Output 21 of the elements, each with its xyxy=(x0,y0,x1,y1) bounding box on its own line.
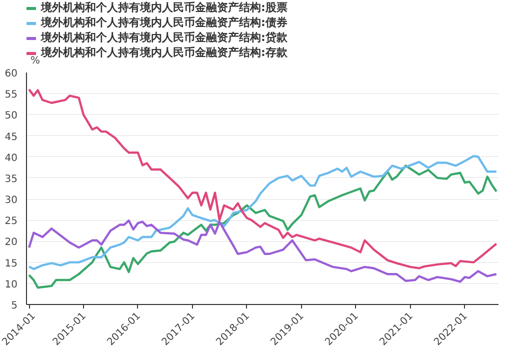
y-tick-label: 30 xyxy=(4,195,18,206)
y-tick-label: 10 xyxy=(4,279,18,290)
y-tick-label: 55 xyxy=(4,90,18,101)
line-series xyxy=(28,219,498,283)
y-tick-label: 20 xyxy=(4,237,18,248)
y-tick-label: 60 xyxy=(4,68,18,80)
y-tick-label: 5 xyxy=(11,300,18,312)
y-tick-label: 25 xyxy=(4,216,18,228)
legend-label: 境外机构和个人持有境内人民币金融资产结构:股票 xyxy=(41,0,288,15)
y-tick-label: 45 xyxy=(4,132,18,143)
y-tick-label: 40 xyxy=(4,152,18,164)
legend-label: 境外机构和个人持有境内人民币金融资产结构:存款 xyxy=(41,45,288,59)
line-series xyxy=(28,154,498,270)
legend-label: 境外机构和个人持有境内人民币金融资产结构:贷款 xyxy=(41,30,288,45)
legend-label: 境外机构和个人持有境内人民币金融资产结构:债券 xyxy=(41,15,288,30)
y-axis-title: % xyxy=(30,56,40,66)
y-tick-label: 35 xyxy=(4,174,18,185)
y-tick-label: 50 xyxy=(4,110,18,122)
line-series xyxy=(28,164,498,289)
y-tick-label: 15 xyxy=(4,258,18,270)
line-series xyxy=(28,88,498,270)
